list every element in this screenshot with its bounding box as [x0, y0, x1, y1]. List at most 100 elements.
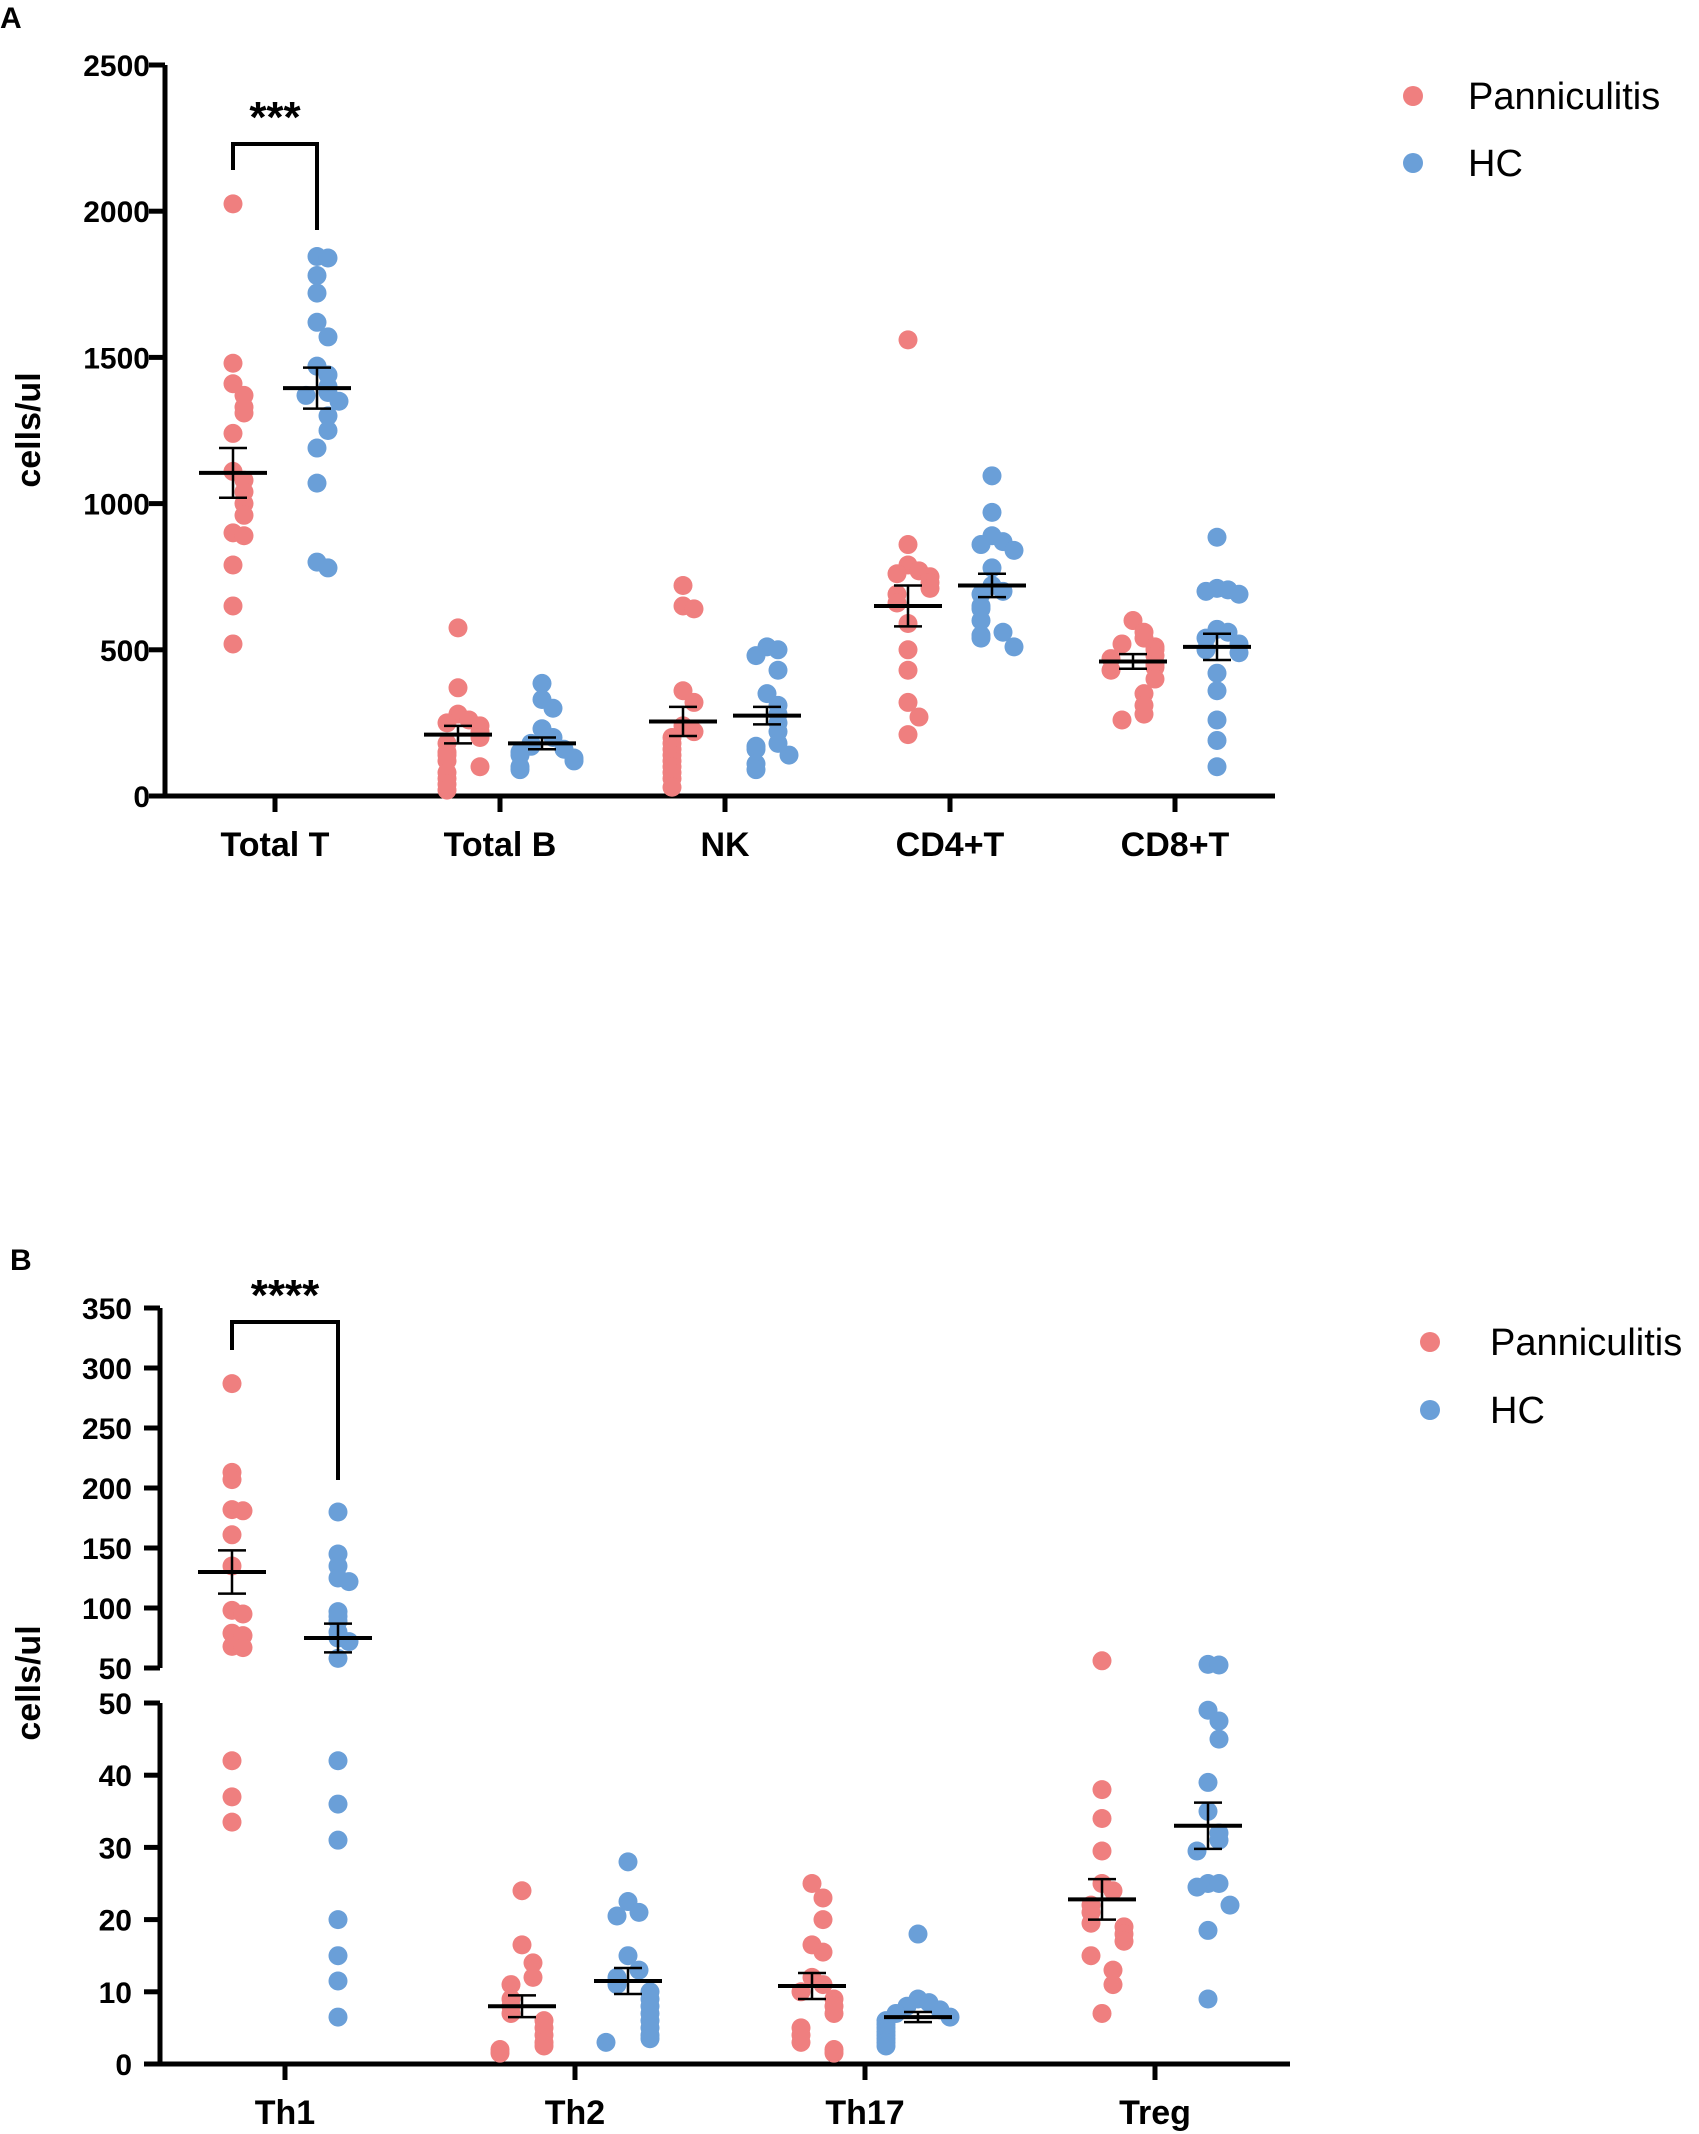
data-point: [779, 745, 799, 765]
y-tick-label: 40: [99, 1760, 132, 1793]
data-point: [328, 1910, 348, 1930]
data-point: [534, 2036, 554, 2056]
data-point: [607, 1906, 627, 1926]
data-point: [887, 564, 907, 584]
y-tick-label: 50: [99, 1688, 132, 1721]
data-point: [1103, 1881, 1123, 1901]
legend-entry: Panniculitis: [1490, 1322, 1682, 1364]
data-point: [318, 558, 338, 578]
data-point: [1112, 634, 1132, 654]
data-point: [233, 1604, 253, 1624]
data-point: [746, 646, 766, 666]
data-point: [1092, 2003, 1112, 2023]
data-point: [1145, 669, 1165, 689]
legend-marker-hc: [1403, 153, 1423, 173]
data-point: [339, 1572, 359, 1592]
panel-label: B: [10, 1244, 32, 1277]
x-category-label: Th2: [545, 2094, 605, 2132]
y-tick-label: 250: [82, 1413, 132, 1446]
data-point: [813, 1888, 833, 1908]
data-point: [490, 2043, 510, 2063]
data-point: [328, 2007, 348, 2027]
data-point: [684, 722, 704, 742]
data-point: [437, 780, 457, 800]
data-point: [1101, 660, 1121, 680]
data-point: [318, 406, 338, 426]
y-axis-title: cells/ul: [10, 1625, 48, 1740]
data-point: [813, 1942, 833, 1962]
data-point: [1209, 1830, 1229, 1850]
sem-error-bar: [444, 724, 472, 745]
data-point: [1198, 1989, 1218, 2009]
data-point: [222, 1751, 242, 1771]
y-tick-label: 10: [99, 1977, 132, 2010]
data-point: [233, 1638, 253, 1658]
data-point: [523, 1967, 543, 1987]
legend: Panniculitis HC: [1403, 76, 1660, 185]
data-point: [564, 751, 584, 771]
data-point: [234, 505, 254, 525]
data-point: [296, 385, 316, 405]
data-point: [470, 728, 490, 748]
sem-error-bar: [1119, 652, 1147, 671]
data-point: [1196, 581, 1216, 601]
data-point: [791, 2032, 811, 2052]
data-point: [223, 423, 243, 443]
x-category-label: NK: [700, 826, 750, 864]
y-tick-label: 300: [82, 1353, 132, 1386]
data-point: [328, 1794, 348, 1814]
data-point: [328, 1751, 348, 1771]
data-point: [329, 391, 349, 411]
data-point: [768, 640, 788, 660]
y-tick-label: 1000: [83, 489, 150, 522]
data-point: [1092, 1651, 1112, 1671]
data-point: [222, 1525, 242, 1545]
data-point: [1209, 1711, 1229, 1731]
y-tick-label: 350: [82, 1293, 132, 1326]
data-point: [1207, 757, 1227, 777]
data-point: [1092, 1780, 1112, 1800]
data-point: [234, 403, 254, 423]
data-point: [1081, 1913, 1101, 1933]
sem-error-bar: [219, 446, 247, 500]
data-point: [1187, 1877, 1207, 1897]
data-point: [501, 1975, 521, 1995]
data-point: [1207, 663, 1227, 683]
data-point: [768, 660, 788, 680]
data-point: [618, 1852, 638, 1872]
data-point: [1209, 1874, 1229, 1893]
data-point: [1207, 730, 1227, 750]
legend-marker-panniculitis: [1403, 86, 1423, 106]
data-point: [673, 575, 693, 595]
data-point: [982, 466, 1002, 486]
data-point: [307, 283, 327, 303]
x-category-label: Total T: [221, 826, 330, 864]
data-point: [898, 535, 918, 555]
data-point: [223, 634, 243, 654]
data-point: [898, 692, 918, 712]
sem-error-bar: [798, 1971, 826, 2001]
data-point: [1103, 1975, 1123, 1995]
data-point: [448, 678, 468, 698]
data-point: [746, 739, 766, 759]
legend-entry: Panniculitis: [1468, 76, 1660, 118]
data-point: [1187, 1841, 1207, 1861]
data-point: [512, 1935, 532, 1955]
data-point: [1092, 1841, 1112, 1861]
data-point: [1103, 1960, 1123, 1980]
legend-marker-hc: [1420, 1400, 1440, 1420]
data-point: [1229, 584, 1249, 604]
y-tick-label: 30: [99, 1832, 132, 1865]
data-point: [898, 330, 918, 350]
y-axis-title: cells/ul: [10, 372, 48, 487]
data-point: [328, 1946, 348, 1966]
sem-error-bar: [894, 584, 922, 628]
y-tick-label: 20: [99, 1905, 132, 1938]
data-point: [523, 1953, 543, 1973]
data-point: [908, 1924, 928, 1944]
data-point: [971, 628, 991, 648]
significance-label: ***: [249, 93, 301, 142]
data-point: [223, 194, 243, 214]
